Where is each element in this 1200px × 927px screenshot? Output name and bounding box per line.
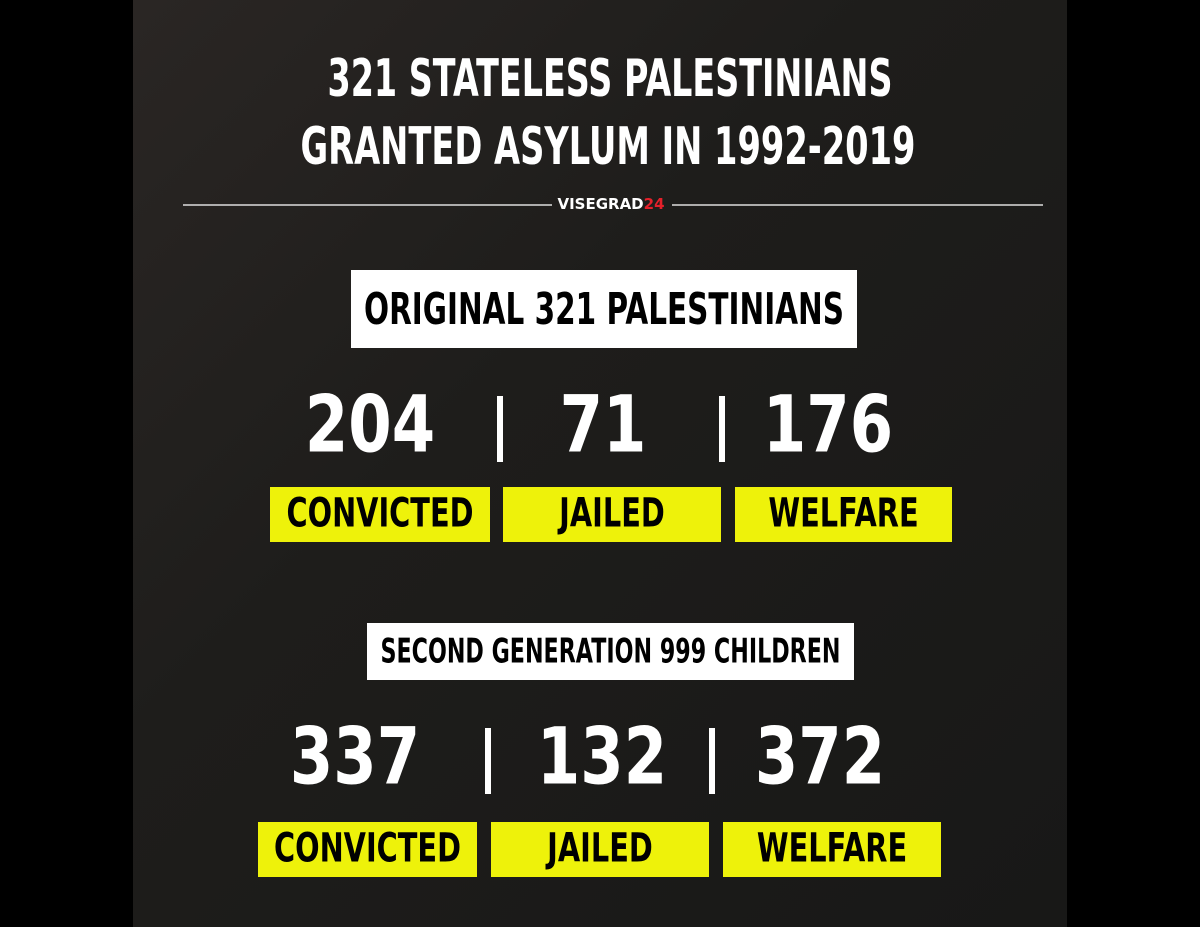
stat-value: 372 (755, 711, 885, 803)
stat-tag (723, 822, 941, 877)
stat-label: CONVICTED (286, 491, 473, 537)
separator (719, 396, 725, 462)
brand: VISEGRAD24 (557, 195, 664, 213)
section-label-box (351, 270, 857, 348)
stat-value: 71 (560, 379, 647, 471)
title-line: GRANTED ASYLUM IN 1992-2019 (301, 117, 916, 177)
brand-name: VISEGRAD (557, 195, 643, 213)
stat-value: 176 (763, 379, 893, 471)
stat-tag (491, 822, 709, 877)
stat-label: WELFARE (757, 826, 907, 872)
stat-value: 337 (290, 711, 420, 803)
section-label: ORIGINAL 321 PALESTINIANS (364, 284, 844, 335)
separator (709, 728, 715, 794)
brand-suffix: 24 (644, 195, 665, 213)
stat-tag (258, 822, 477, 877)
stat-label: WELFARE (768, 491, 918, 537)
stat-label: JAILED (546, 826, 653, 872)
stat-label: CONVICTED (274, 826, 461, 872)
stat-tag (735, 487, 952, 542)
section-label: SECOND GENERATION 999 CHILDREN (381, 632, 841, 672)
stat-label: JAILED (558, 491, 665, 537)
separator (497, 396, 503, 462)
stat-tag (270, 487, 490, 542)
title-line: 321 STATELESS PALESTINIANS (328, 49, 893, 109)
stat-value: 132 (537, 711, 667, 803)
stat-tag (503, 487, 721, 542)
separator (485, 728, 491, 794)
panel (133, 0, 1067, 927)
section-label-box (367, 623, 854, 680)
stat-value: 204 (305, 379, 435, 471)
